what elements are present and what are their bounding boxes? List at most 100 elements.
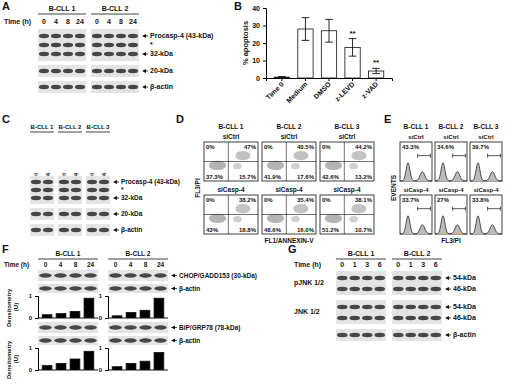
blot-band bbox=[350, 333, 361, 337]
band-label: BiP/GRP78 (78-kDa) bbox=[179, 324, 240, 332]
cell-cloud bbox=[267, 161, 284, 170]
blot-band bbox=[116, 43, 126, 47]
lane-label: 1 bbox=[353, 261, 357, 268]
quadrant-value: 18.8% bbox=[239, 227, 257, 233]
bar-chart: 010203040Time 0MediumDMSOz-LEVDz-VAD% ap… bbox=[241, 5, 393, 104]
blot-background bbox=[38, 81, 86, 93]
bar bbox=[84, 351, 94, 370]
y-axis: 01 bbox=[99, 293, 109, 321]
blot-band bbox=[99, 180, 109, 184]
arrow-head bbox=[113, 180, 117, 184]
tick-label: 1 bbox=[29, 345, 33, 351]
panel-letter: F bbox=[2, 243, 9, 255]
quadrant-value: 0% bbox=[322, 144, 331, 150]
bar bbox=[70, 359, 80, 370]
blot-band bbox=[154, 286, 167, 290]
group-label: B-CLL 2 bbox=[439, 123, 464, 130]
blot-band bbox=[84, 338, 97, 342]
gate-marker bbox=[488, 207, 501, 211]
bar bbox=[154, 298, 164, 318]
lane-title: Time (h) bbox=[4, 261, 29, 269]
blot-band bbox=[43, 188, 53, 192]
tick-label: 0 bbox=[29, 315, 33, 321]
plot-area bbox=[112, 352, 164, 370]
arrow-head bbox=[445, 276, 449, 280]
blot-band bbox=[63, 43, 73, 47]
blot-band bbox=[69, 273, 82, 277]
blot-band bbox=[39, 34, 49, 38]
blot-background bbox=[91, 81, 139, 93]
tick-mark bbox=[105, 370, 108, 371]
quadrant-value: 35.4% bbox=[297, 197, 315, 203]
blot-band bbox=[51, 69, 61, 73]
band-label: β-actin bbox=[150, 83, 173, 91]
condition-label: siCasp-4 bbox=[333, 186, 360, 194]
quadrant-line bbox=[262, 161, 316, 162]
blot-background bbox=[91, 29, 139, 61]
tick-label: 1 bbox=[29, 293, 33, 299]
blot-band bbox=[418, 333, 429, 337]
lane-label: 24 bbox=[87, 261, 95, 268]
quadrant-value: 0% bbox=[206, 197, 215, 203]
bar-chart: 01 bbox=[99, 345, 168, 373]
plot-frame bbox=[435, 142, 467, 181]
tick: 1 bbox=[99, 293, 108, 299]
histogram-curve bbox=[470, 216, 502, 234]
blot-band bbox=[431, 276, 442, 280]
lane-label: 8 bbox=[144, 261, 148, 268]
blot-band bbox=[39, 52, 49, 56]
condition-label: siCasp-4 bbox=[403, 187, 429, 193]
gate-value: 39.7% bbox=[472, 144, 490, 150]
blot-background bbox=[38, 336, 98, 345]
group-underline bbox=[392, 259, 442, 260]
histogram: 33.8% bbox=[470, 195, 502, 234]
lane-label: 0 bbox=[114, 261, 118, 268]
group-label: B-CLL 1 bbox=[348, 250, 375, 257]
condition-label: siCtrl bbox=[443, 134, 459, 140]
quadrant-value: 42.6% bbox=[322, 174, 340, 180]
tick-label: z-LEVD bbox=[333, 80, 355, 102]
plot-frame bbox=[400, 195, 432, 234]
error-bar bbox=[278, 77, 286, 78]
blot-band bbox=[116, 52, 126, 56]
tick-mark bbox=[35, 318, 38, 319]
plot-frame bbox=[262, 195, 316, 234]
tick: z-LEVD bbox=[333, 78, 355, 103]
bar bbox=[56, 314, 66, 318]
blot-band bbox=[84, 273, 97, 277]
histogram: 34.6% bbox=[435, 142, 467, 181]
cell-cloud bbox=[351, 204, 366, 213]
quadrant-value: 38.1% bbox=[355, 197, 373, 203]
blot-band bbox=[375, 333, 386, 337]
condition-label: siCtrl bbox=[223, 133, 240, 140]
group-label: B-CLL 1 bbox=[219, 123, 244, 130]
axis-title-line: Densitometry bbox=[6, 287, 12, 327]
blot-band bbox=[39, 273, 52, 277]
blot-band bbox=[139, 286, 152, 290]
blot-band bbox=[99, 188, 109, 192]
axis-title: Densitometry (U) bbox=[6, 287, 19, 327]
tick-label: Time 0 bbox=[264, 80, 285, 101]
blot-background bbox=[38, 284, 98, 293]
arrow-head bbox=[142, 52, 146, 56]
blot-band bbox=[124, 286, 137, 290]
axis-line bbox=[263, 9, 267, 79]
blot-band bbox=[31, 196, 41, 200]
bar-chart: 01 bbox=[99, 293, 168, 321]
gate-marker bbox=[418, 207, 431, 211]
axis-line bbox=[105, 297, 109, 319]
blot-background bbox=[336, 300, 386, 324]
blot-band bbox=[87, 212, 97, 216]
blot-band bbox=[375, 287, 386, 291]
group-label: B-CLL 2 bbox=[277, 123, 302, 130]
tick-mark bbox=[35, 370, 38, 371]
histogram: 43.3% bbox=[400, 142, 432, 181]
blot-band bbox=[31, 188, 41, 192]
cell-cloud bbox=[325, 214, 342, 223]
x-axis-line bbox=[38, 370, 98, 371]
histogram-curve bbox=[400, 216, 432, 234]
arrow-head bbox=[171, 326, 175, 330]
quadrant-value: 51.2% bbox=[322, 227, 340, 233]
tick: Medium bbox=[285, 78, 309, 104]
lane-label: 8 bbox=[74, 261, 78, 268]
